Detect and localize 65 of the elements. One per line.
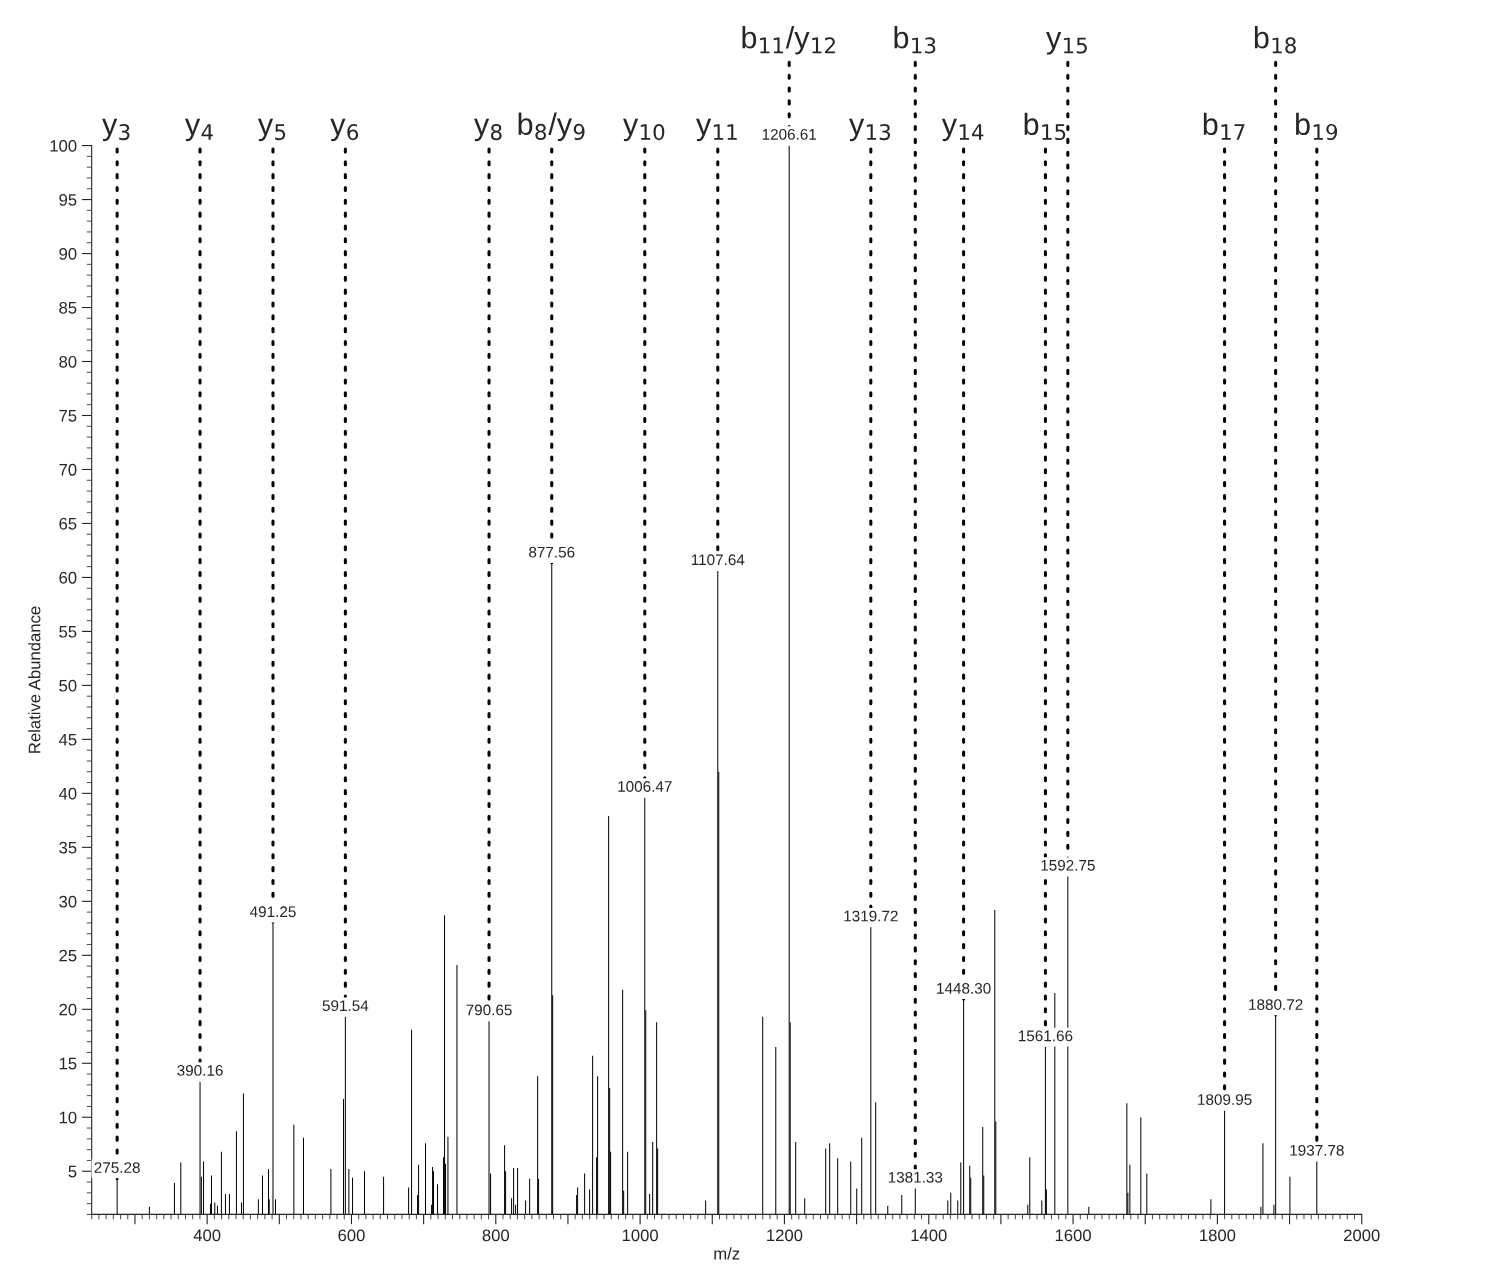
annotation: y$_{10}$	[623, 118, 665, 142]
y-tick-label: 45	[58, 733, 77, 746]
x-tick-label: 1800	[1200, 1229, 1236, 1242]
y-tick-label: 75	[59, 410, 77, 422]
x-tick-label: 1600	[1055, 1229, 1091, 1242]
y-tick-label: 80	[59, 355, 77, 368]
y-tick-label: 20	[59, 1003, 77, 1016]
x-tick-label: 800	[482, 1229, 510, 1242]
annotation: b$_{8}$/y$_{9}$	[518, 112, 585, 142]
annotation: y$_{15}$	[1046, 32, 1087, 55]
annotation: 491.25	[249, 906, 296, 918]
x-tick-label: 400	[193, 1229, 221, 1242]
annotation: 790.65	[466, 1004, 512, 1016]
y-tick-label: 25	[59, 949, 77, 962]
y-tick-label: 90	[59, 247, 77, 260]
y-tick-label: 35	[59, 841, 77, 854]
annotation: 1809.95	[1198, 1094, 1252, 1105]
annotation: y$_{11}$	[696, 118, 737, 142]
y-tick-label: 50	[59, 679, 77, 692]
y-tick-label: 100	[50, 139, 77, 152]
y-tick-label: 15	[59, 1057, 77, 1070]
annotation: 1592.75	[1041, 859, 1095, 871]
annotation: b$_{19}$	[1296, 112, 1338, 141]
annotation: y$_{13}$	[849, 118, 891, 142]
x-tick-label: 1000	[622, 1229, 658, 1242]
y-tick-label: 85	[59, 301, 77, 314]
annotation: 1206.61	[762, 128, 817, 140]
y-tick-label: 65	[59, 517, 77, 530]
annotation: b$_{11}$/y$_{12}$	[742, 26, 835, 55]
annotation: y$_{4}$	[184, 118, 213, 142]
annotation: 1561.66	[1018, 1030, 1073, 1042]
annotation: y$_{3}$	[102, 118, 130, 142]
annotation: 1937.78	[1290, 1144, 1344, 1156]
y-tick-label: 55	[59, 625, 77, 638]
y-tick-label: 10	[59, 1111, 77, 1124]
annotation: 591.54	[322, 1000, 369, 1012]
annotation: y$_{8}$	[473, 118, 502, 142]
y-tick-label: 40	[58, 787, 77, 800]
x-tick-label: 1200	[767, 1229, 803, 1242]
annotation: b$_{17}$	[1203, 112, 1245, 140]
x-tick-label: 2000	[1344, 1229, 1380, 1242]
annotation: y$_{14}$	[941, 118, 984, 142]
annotation: 275.28	[94, 1162, 140, 1173]
y-tick-label: 30	[59, 895, 77, 908]
x-axis-title: m/z	[714, 1247, 740, 1260]
annotation: 1319.72	[844, 910, 898, 922]
x-tick-label: 1400	[911, 1229, 947, 1242]
annotation: b$_{15}$	[1024, 112, 1066, 141]
y-axis-title: Relative Abundance	[28, 606, 41, 753]
y-tick-label: 70	[59, 463, 77, 476]
annotation: b$_{13}$	[894, 26, 936, 54]
annotation: 1880.72	[1249, 999, 1303, 1010]
annotation: 1006.47	[618, 781, 672, 792]
x-tick-label: 600	[338, 1229, 365, 1242]
annotation: 877.56	[529, 546, 575, 558]
annotation: 1381.33	[888, 1171, 943, 1183]
y-tick-label: 95	[59, 193, 77, 206]
annotation: 1107.64	[691, 554, 745, 566]
y-tick-label: 5	[68, 1165, 77, 1178]
annotation: 1448.30	[937, 982, 991, 994]
annotation: b$_{18}$	[1254, 26, 1296, 54]
y-tick-label: 60	[59, 571, 77, 584]
annotation: y$_{5}$	[257, 118, 286, 142]
annotation: y$_{6}$	[330, 118, 359, 142]
annotation: 390.16	[177, 1065, 223, 1076]
